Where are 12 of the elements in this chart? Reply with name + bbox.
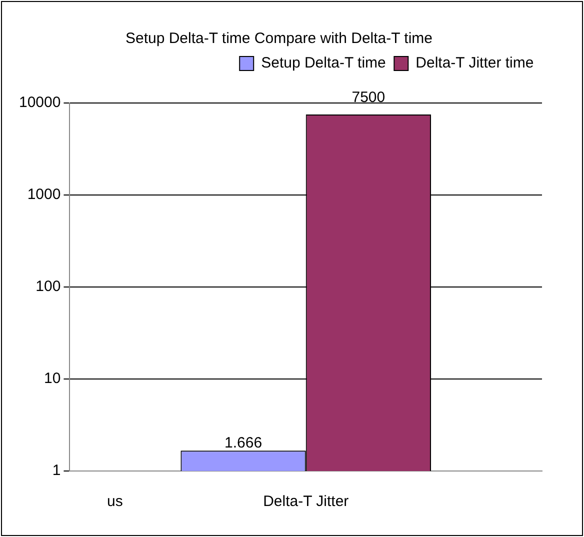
data-label: 1.666 <box>224 434 262 452</box>
legend-label: Setup Delta-T time <box>261 54 386 72</box>
y-tick-label: 100 <box>36 278 61 296</box>
y-tick-label: 1 <box>52 462 61 480</box>
chart-title: Setup Delta-T time Compare with Delta-T time <box>125 30 433 48</box>
y-tick-label: 10 <box>44 370 61 388</box>
x-tick-label: Delta-T Jitter <box>263 493 349 510</box>
text: us <box>107 493 123 510</box>
legend-label: Delta-T Jitter time <box>416 54 534 72</box>
data-label: 7500 <box>352 89 386 106</box>
y-tick-label: 10000 <box>18 94 61 112</box>
y-tick-label: 1000 <box>27 186 61 204</box>
